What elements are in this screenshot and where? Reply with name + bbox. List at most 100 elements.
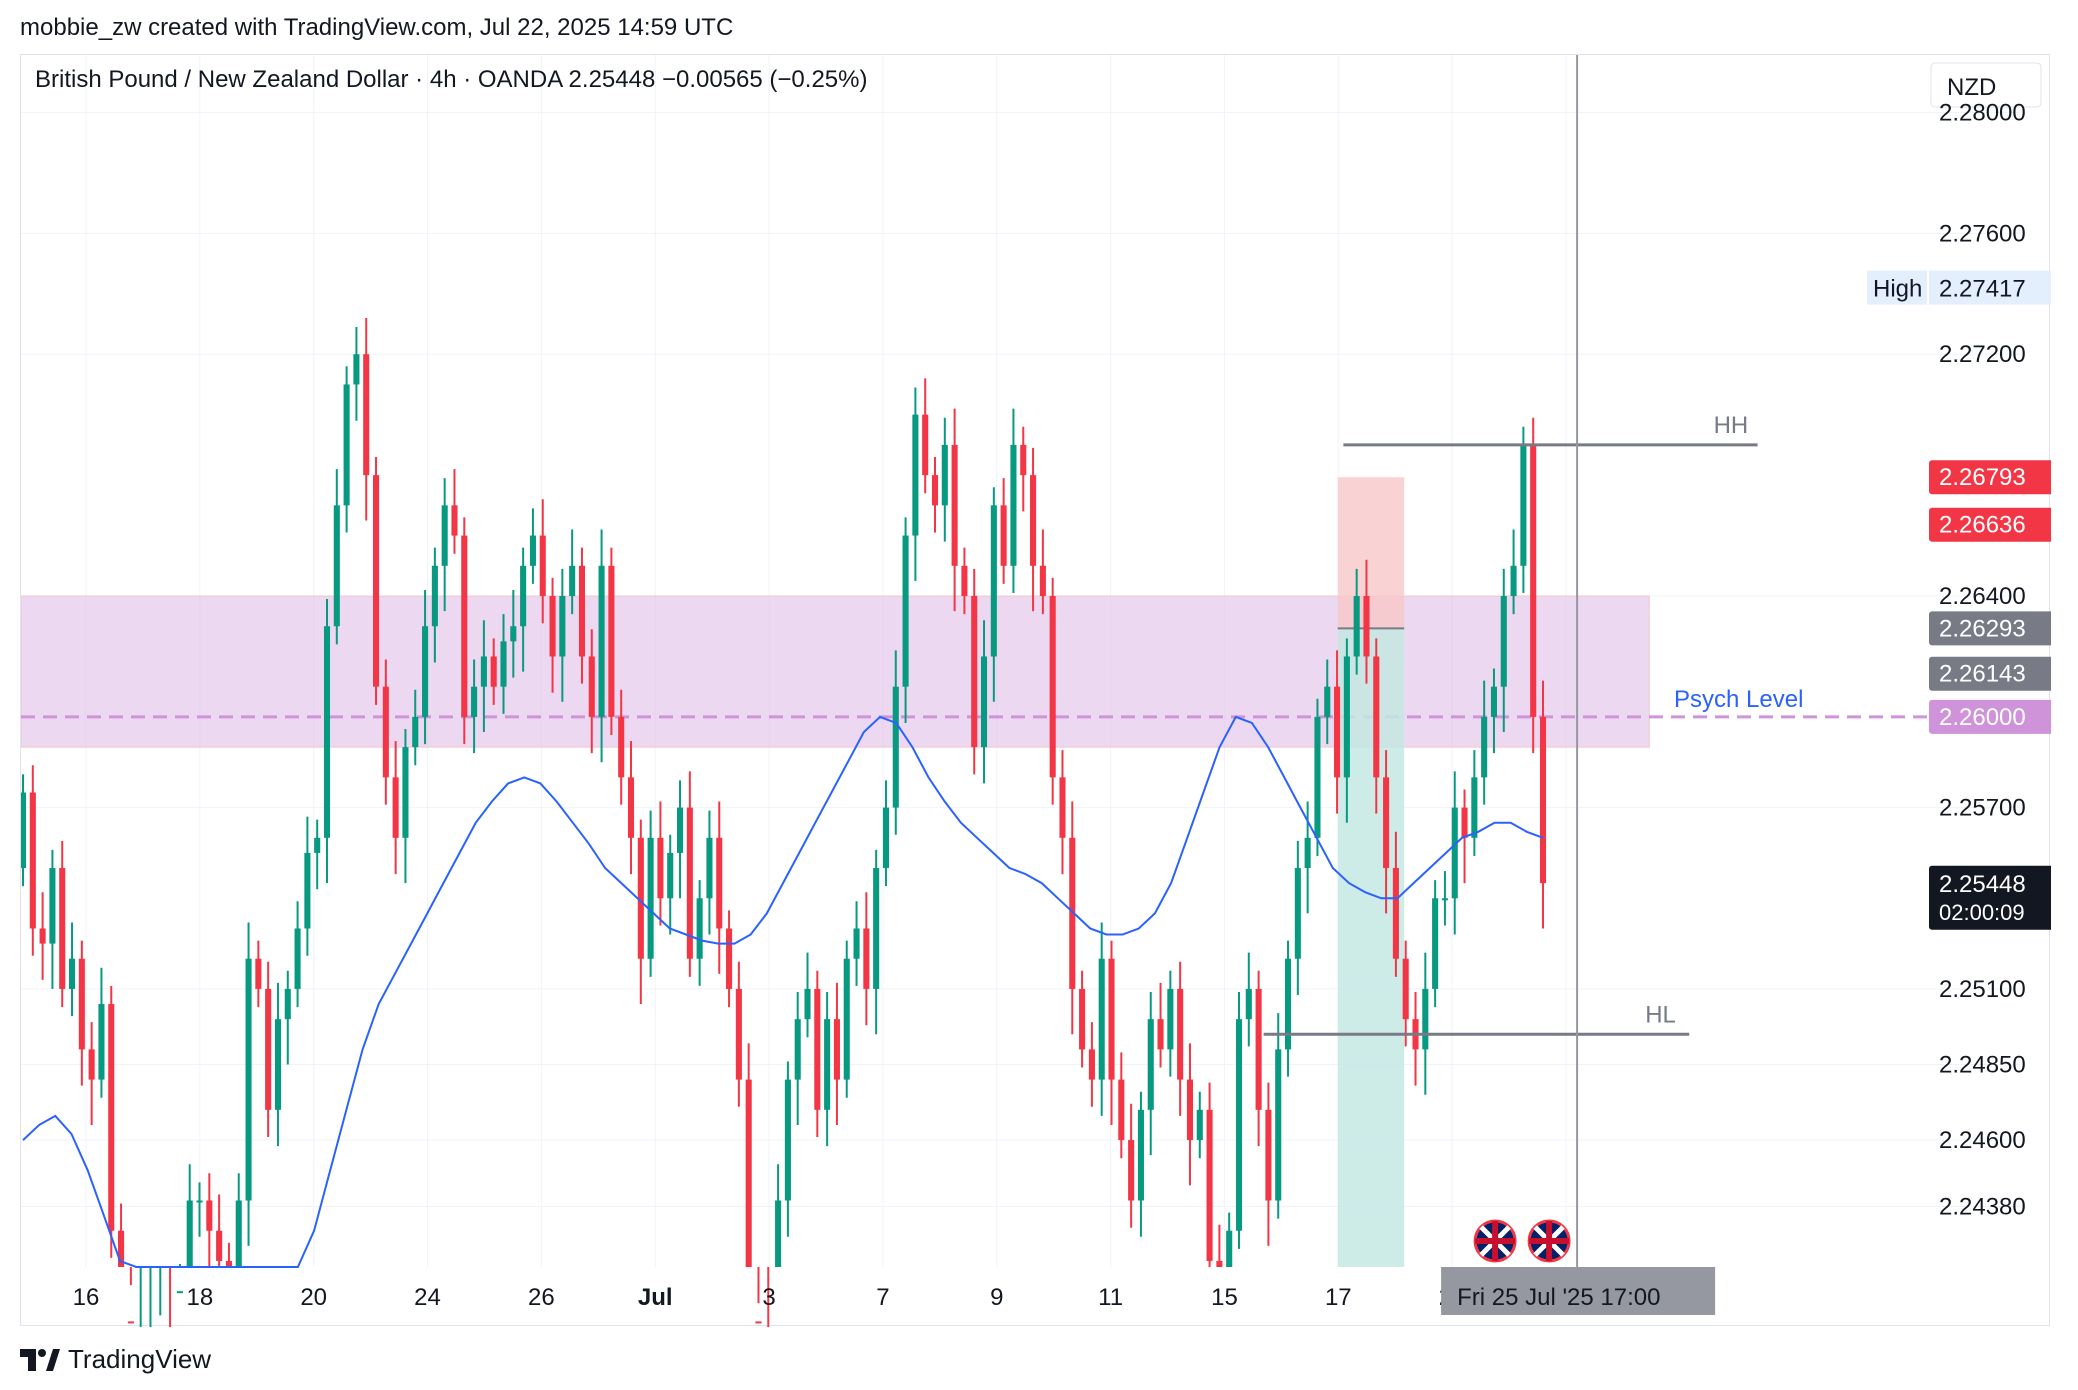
x-tick-label: 3	[762, 1284, 775, 1311]
candle-body	[1147, 1019, 1154, 1110]
candle-body	[1137, 1109, 1144, 1201]
price-label-text: 2.26636	[1939, 512, 2026, 539]
candle-body	[510, 626, 517, 642]
candle-body	[127, 1321, 134, 1324]
candle-body	[971, 596, 978, 748]
x-tick-label: 17	[1325, 1284, 1352, 1311]
psych-zone-rect	[21, 595, 1650, 748]
candle-body	[1098, 958, 1105, 1080]
candle-body	[402, 747, 409, 838]
candle-body	[363, 354, 370, 476]
candle-body	[1079, 988, 1086, 1050]
x-tick-label: 20	[300, 1284, 327, 1311]
uk-flag-icon	[1527, 1219, 1571, 1263]
y-tick-label: 2.24380	[1939, 1194, 2026, 1221]
candle-body	[647, 837, 654, 959]
cursor-date-label: Fri 25 Jul '25 17:00	[1457, 1284, 1660, 1311]
candle-body	[1216, 1260, 1223, 1267]
current-price-text: 2.25448	[1939, 871, 2026, 898]
candle-body	[1471, 777, 1478, 838]
candle-body	[39, 928, 46, 944]
candle-body	[304, 852, 311, 929]
candle-body	[1108, 958, 1115, 1080]
candle-body	[1461, 807, 1468, 838]
chart-panel[interactable]: Psych Level HH HL British Pound / New Zeala…	[20, 54, 2051, 1327]
x-tick-label: 9	[990, 1284, 1003, 1311]
candle-body	[118, 1230, 125, 1267]
high-label-text: High	[1873, 276, 1922, 303]
candle-body	[892, 686, 899, 808]
y-tick-label: 2.24850	[1939, 1051, 2026, 1078]
candle-body	[284, 988, 291, 1020]
moving-average-line	[22, 715, 1544, 1268]
price-label-text: 2.26793	[1939, 464, 2026, 491]
attribution-text: mobbie_zw created with TradingView.com, …	[20, 14, 734, 41]
candle-body	[88, 1049, 95, 1080]
price-label-bg	[1929, 611, 2051, 646]
candle-body	[1510, 565, 1517, 597]
candle-body	[461, 535, 468, 717]
candle-body	[1010, 444, 1017, 566]
candle-body	[1059, 777, 1066, 838]
y-tick-label: 2.27600	[1939, 220, 2026, 247]
candle-body	[735, 988, 742, 1080]
candle-body	[676, 807, 684, 853]
high-label-bg	[1867, 270, 1927, 305]
candle-body	[392, 777, 399, 838]
current-price-bg	[1929, 865, 2051, 930]
candle-body	[186, 1200, 193, 1267]
candle-body	[559, 596, 566, 657]
candle-body	[588, 656, 595, 717]
candle-body	[951, 444, 958, 566]
candle-body	[294, 928, 301, 989]
candle-body	[961, 565, 968, 597]
candle-body	[343, 384, 350, 506]
y-tick-label: 2.25700	[1939, 795, 2026, 822]
candle-body	[333, 505, 340, 627]
candle-body	[1157, 1019, 1164, 1050]
candle-body	[608, 565, 615, 717]
price-label-bg	[1929, 699, 2051, 734]
candle-body	[1167, 988, 1174, 1050]
candle-body	[1500, 596, 1507, 687]
candle-body	[176, 1291, 183, 1294]
candle-body	[68, 958, 76, 989]
candle-body	[382, 686, 389, 778]
candle-body	[745, 1079, 752, 1267]
candlestick-chart[interactable]: Psych Level HH HL British Pound / New Zeala…	[21, 55, 2051, 1327]
candle-body	[1030, 475, 1037, 566]
candle-body	[490, 656, 497, 687]
candle-body	[1235, 1019, 1243, 1231]
candle-body	[1020, 444, 1027, 476]
candle-body	[627, 777, 635, 838]
candle-body	[873, 868, 880, 989]
currency-box	[1930, 62, 2042, 108]
candle-body	[853, 928, 860, 959]
candle-body	[1383, 777, 1390, 869]
candle-body	[1324, 686, 1331, 717]
candle-body	[1392, 868, 1399, 959]
candle-body	[49, 868, 56, 944]
candle-body	[1481, 716, 1488, 778]
tradingview-brand-text: TradingView	[68, 1344, 212, 1374]
candle-body	[21, 792, 27, 869]
candle-body	[980, 656, 988, 748]
candle-body	[1432, 898, 1439, 989]
candle-body	[1118, 1079, 1125, 1141]
candle-body	[1206, 1109, 1213, 1261]
candle-body	[1363, 596, 1370, 657]
tradingview-logo-icon	[20, 1348, 60, 1371]
candle-body	[1539, 716, 1547, 884]
candle-body	[912, 414, 919, 536]
y-tick-label: 2.25100	[1939, 976, 2026, 1003]
candle-body	[598, 565, 605, 717]
candle-body	[1069, 837, 1076, 989]
candle-body	[1441, 898, 1448, 901]
candle-body	[245, 958, 252, 1201]
candle-body	[833, 1019, 840, 1080]
candle-body	[1402, 958, 1409, 1020]
x-tick-label: 7	[876, 1284, 889, 1311]
uk-flag-icon	[1473, 1219, 1517, 1263]
candle-body	[696, 898, 703, 959]
candle-body	[1451, 807, 1458, 899]
